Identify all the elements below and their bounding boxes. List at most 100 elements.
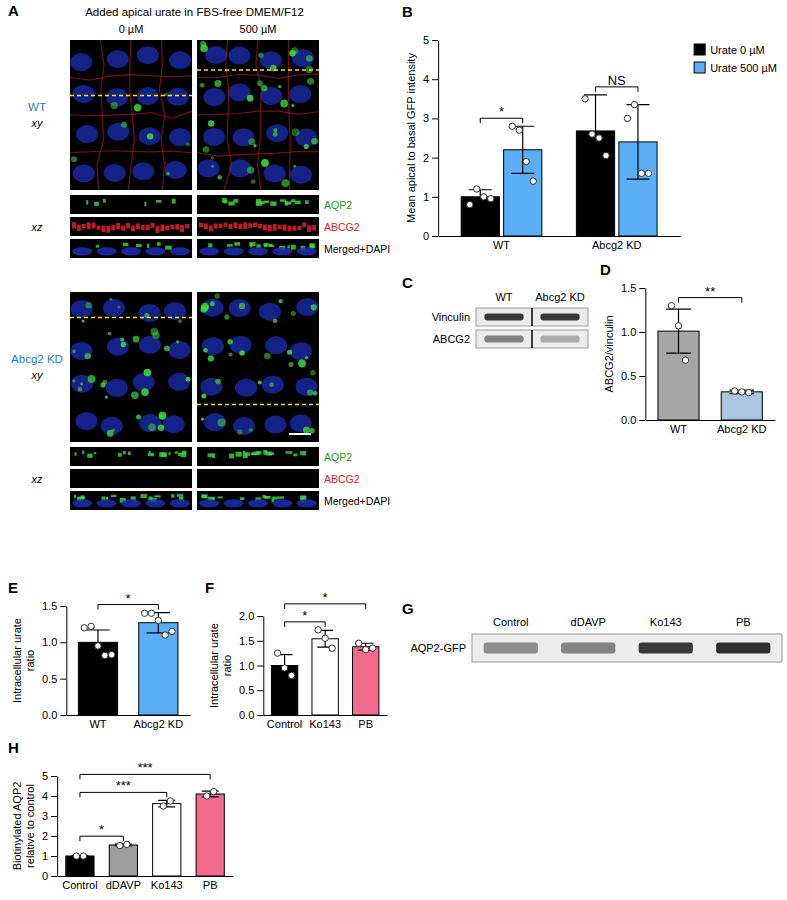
xz-signal [165,226,169,231]
xz-signal [295,201,301,204]
xz-signal [309,243,315,248]
plot: 012345WTAbcg2 KD*NS [423,34,681,251]
xz-signal [286,451,293,454]
vesicle [208,355,214,361]
xz-strip [197,469,319,488]
data [658,302,762,420]
data [271,627,378,715]
vesicle [158,412,166,420]
y-tick-label: 1.0 [42,636,57,648]
y-tick-mark [60,715,66,716]
data-point [638,170,644,176]
xz-nucleus [248,247,268,255]
bar-panel: E0.00.51.01.5WTAbcg2 KD*Intracellular ur… [8,579,191,730]
vesicle [214,80,221,87]
vesicle [307,389,313,395]
xz-nucleus [170,499,190,507]
bar [353,647,379,715]
xz-nucleus [272,499,292,507]
legend-swatch [694,62,705,73]
xz-signal [269,244,273,247]
xz-signal [147,244,149,248]
bar [721,392,762,420]
vesicle [273,128,277,132]
blot-band [540,313,579,320]
figure: AAdded apical urate in FBS-free DMEM/F12… [0,0,787,900]
data-point [81,625,87,631]
xz-signal [202,495,207,499]
data-point [211,788,217,794]
y-tick-label: 3 [42,810,48,822]
membrane [197,151,319,156]
xz-nucleus [97,499,117,507]
xz-signal [140,494,146,498]
xz-nucleus [272,247,292,255]
xz-nucleus [224,247,244,255]
xz-signal [175,224,179,230]
y-tick: 0.0 [239,709,263,721]
lane-label: Abcg2 KD [535,291,585,303]
xz-signal [168,452,170,455]
y-axis-title-line: relative to control [24,784,36,868]
bar-panel: D0.00.51.01.5WTAbcg2 KD**ABCG2/vinculin [600,261,776,435]
y-tick-label: 0.5 [42,673,57,685]
xz-signal [201,495,207,499]
nucleus [73,164,95,182]
bar [196,794,224,876]
xz-nucleus [170,247,190,255]
data-point [162,632,168,638]
xz-signal [270,201,276,205]
nucleus [103,299,125,317]
nucleus [168,341,190,359]
blot-band [484,642,538,653]
panel-letter: H [8,739,19,756]
x-tick-label: Ko143 [309,718,341,730]
panel-letter: B [402,3,413,20]
data-point [95,643,101,649]
vesicle [109,298,112,301]
xz-signal [136,244,142,247]
x-axis: WTAbcg2 KD [67,715,191,730]
vesicle [217,175,222,180]
y-tick-label: 1.5 [621,282,636,294]
legend-label: Urate 500 µM [710,62,777,74]
bar [153,804,181,876]
data-point [732,388,738,394]
data-point [155,617,161,623]
vesicle [307,78,314,85]
xz-signal [172,199,176,204]
data-point [370,645,376,651]
y-tick: 4 [42,790,57,802]
membrane [70,111,192,118]
y-tick: 0 [42,870,57,882]
panel-letter: E [8,579,18,596]
vesicle [178,319,182,323]
xz-signal [123,451,126,454]
significance-label: *** [137,760,152,775]
y-tick-mark [639,376,645,377]
xz-signal [171,494,174,498]
vesicle [303,426,310,433]
data-point [624,115,630,121]
data-point [117,842,123,848]
y-tick: 2 [42,830,57,842]
section-line [197,69,319,70]
band-label: ABCG2 [433,333,470,345]
membrane [224,40,231,190]
xz-signal [199,223,203,227]
y-tick-mark [51,856,57,857]
band-label: Vinculin [432,311,470,323]
vesicle [289,50,296,57]
data [78,610,178,715]
xz-signal [233,199,238,203]
data-point [88,623,94,629]
xz-signal [97,226,101,230]
xz-signal [280,199,286,201]
y-axis-line [438,41,439,237]
panel-a: AAdded apical urate in FBS-free DMEM/F12… [8,2,390,510]
vesicle [141,388,149,396]
xz-strip [197,217,319,236]
nucleus [163,415,185,433]
vesicle [251,179,256,184]
x-tick-label: Ko143 [151,879,183,891]
